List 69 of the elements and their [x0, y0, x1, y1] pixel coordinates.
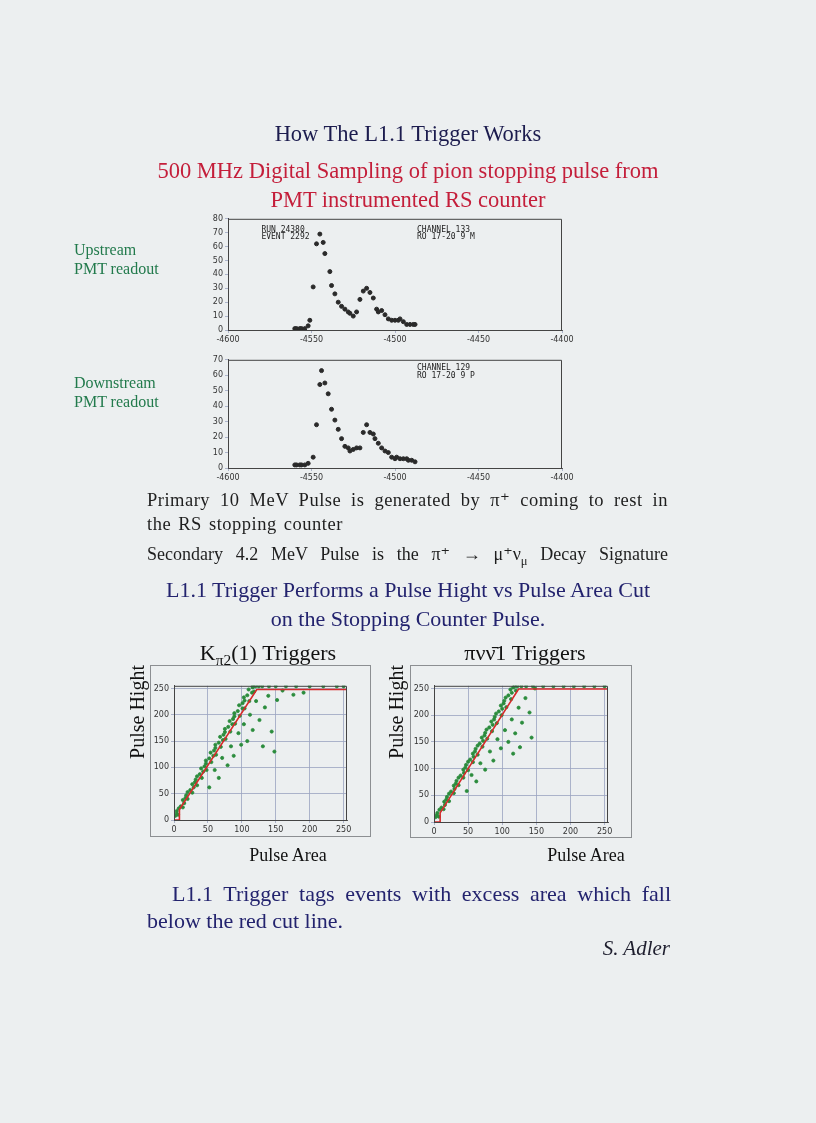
- text: Primary 10 MeV Pulse is generated by π⁺ coming to rest in the RS stopping counter: [147, 489, 668, 536]
- x-tick-label: 200: [562, 826, 579, 836]
- x-tick-label: 250: [335, 824, 352, 834]
- chart-title: K$_{π2}$(1) Triggers: [198, 640, 338, 670]
- chart-title: πνν̄1 Triggers: [463, 640, 587, 666]
- y-axis-title: Upstream PMT readout: [74, 240, 160, 278]
- x-tick-label: 0: [431, 826, 437, 836]
- y-tick-label: 50: [212, 255, 223, 265]
- x-tick-label: -4400: [550, 334, 574, 344]
- x-tick-label: 150: [528, 826, 544, 836]
- x-tick-label: 100: [494, 826, 510, 836]
- x-tick-label: 0: [171, 824, 177, 834]
- y-axis-title: Pulse Hight: [125, 665, 149, 759]
- y-tick-label: 50: [212, 385, 223, 395]
- y-tick-label: 60: [212, 241, 223, 251]
- x-tick-label: -4550: [299, 472, 324, 482]
- y-tick-label: 70: [212, 227, 223, 237]
- x-tick-label: -4600: [216, 334, 240, 344]
- x-tick-label: -4500: [383, 334, 407, 344]
- y-tick-label: 40: [212, 401, 223, 411]
- y-tick-label: 20: [212, 432, 223, 442]
- annotation: RO 17-20 9 M: [417, 232, 476, 242]
- x-tick-label: -4450: [466, 334, 491, 344]
- y-tick-label: 10: [212, 447, 223, 457]
- y-tick-label: 30: [212, 283, 223, 293]
- x-tick-label: 50: [202, 824, 214, 834]
- y-tick-label: 50: [158, 788, 169, 798]
- y-tick-label: 50: [418, 790, 429, 800]
- y-tick-label: 100: [153, 762, 169, 772]
- y-tick-label: 0: [423, 817, 429, 827]
- x-tick-label: 250: [596, 826, 613, 836]
- x-tick-label: -4400: [550, 472, 574, 482]
- text: L1.1 Trigger tags events with excess area which fall below the red cut line.: [147, 880, 671, 934]
- x-tick-label: 50: [463, 826, 474, 836]
- text: Secondary 4.2 MeV Pulse is the π⁺ → μ⁺ν$_{μ}$ Decay Signature: [147, 543, 668, 570]
- y-tick-label: 200: [413, 710, 429, 720]
- y-tick-label: 40: [212, 269, 223, 279]
- y-tick-label: 20: [212, 297, 223, 307]
- annotation: RO 17-20 9 P: [417, 371, 476, 381]
- y-axis-title: Pulse Hight: [384, 665, 408, 759]
- y-tick-label: 0: [217, 463, 223, 473]
- y-tick-label: 60: [212, 370, 223, 380]
- y-tick-label: 150: [153, 736, 169, 746]
- x-axis-title: Pulse Area: [546, 845, 626, 866]
- y-tick-label: 150: [413, 736, 429, 746]
- x-tick-label: -4600: [216, 472, 240, 482]
- y-tick-label: 10: [212, 311, 223, 321]
- x-tick-label: 100: [234, 824, 250, 834]
- y-tick-label: 0: [163, 815, 169, 825]
- y-tick-label: 80: [212, 213, 223, 223]
- x-tick-label: 200: [302, 824, 318, 834]
- text: S. Adler: [601, 936, 670, 960]
- y-tick-label: 30: [212, 416, 223, 426]
- y-tick-label: 250: [413, 683, 429, 693]
- x-axis-title: Pulse Area: [248, 845, 328, 866]
- x-tick-label: -4550: [299, 334, 324, 344]
- y-tick-label: 250: [153, 683, 169, 693]
- y-tick-label: 200: [153, 709, 169, 719]
- x-tick-label: -4500: [383, 472, 407, 482]
- text: L1.1 Trigger Performs a Pulse Hight vs Pulse Area Cut on the Stopping Counter Pulse.: [165, 576, 651, 633]
- x-tick-label: -4450: [466, 472, 491, 482]
- y-axis-title: Downstream PMT readout: [74, 373, 160, 411]
- chart-subtitle: 500 MHz Digital Sampling of pion stopping pulse from PMT instrumented RS counter: [156, 157, 660, 214]
- chart-title: How The L1.1 Trigger Works: [273, 121, 543, 147]
- y-tick-label: 0: [217, 325, 223, 335]
- annotation: EVENT 2292: [261, 232, 310, 242]
- y-tick-label: 100: [413, 763, 429, 773]
- x-tick-label: 150: [268, 824, 284, 834]
- y-tick-label: 70: [212, 354, 223, 364]
